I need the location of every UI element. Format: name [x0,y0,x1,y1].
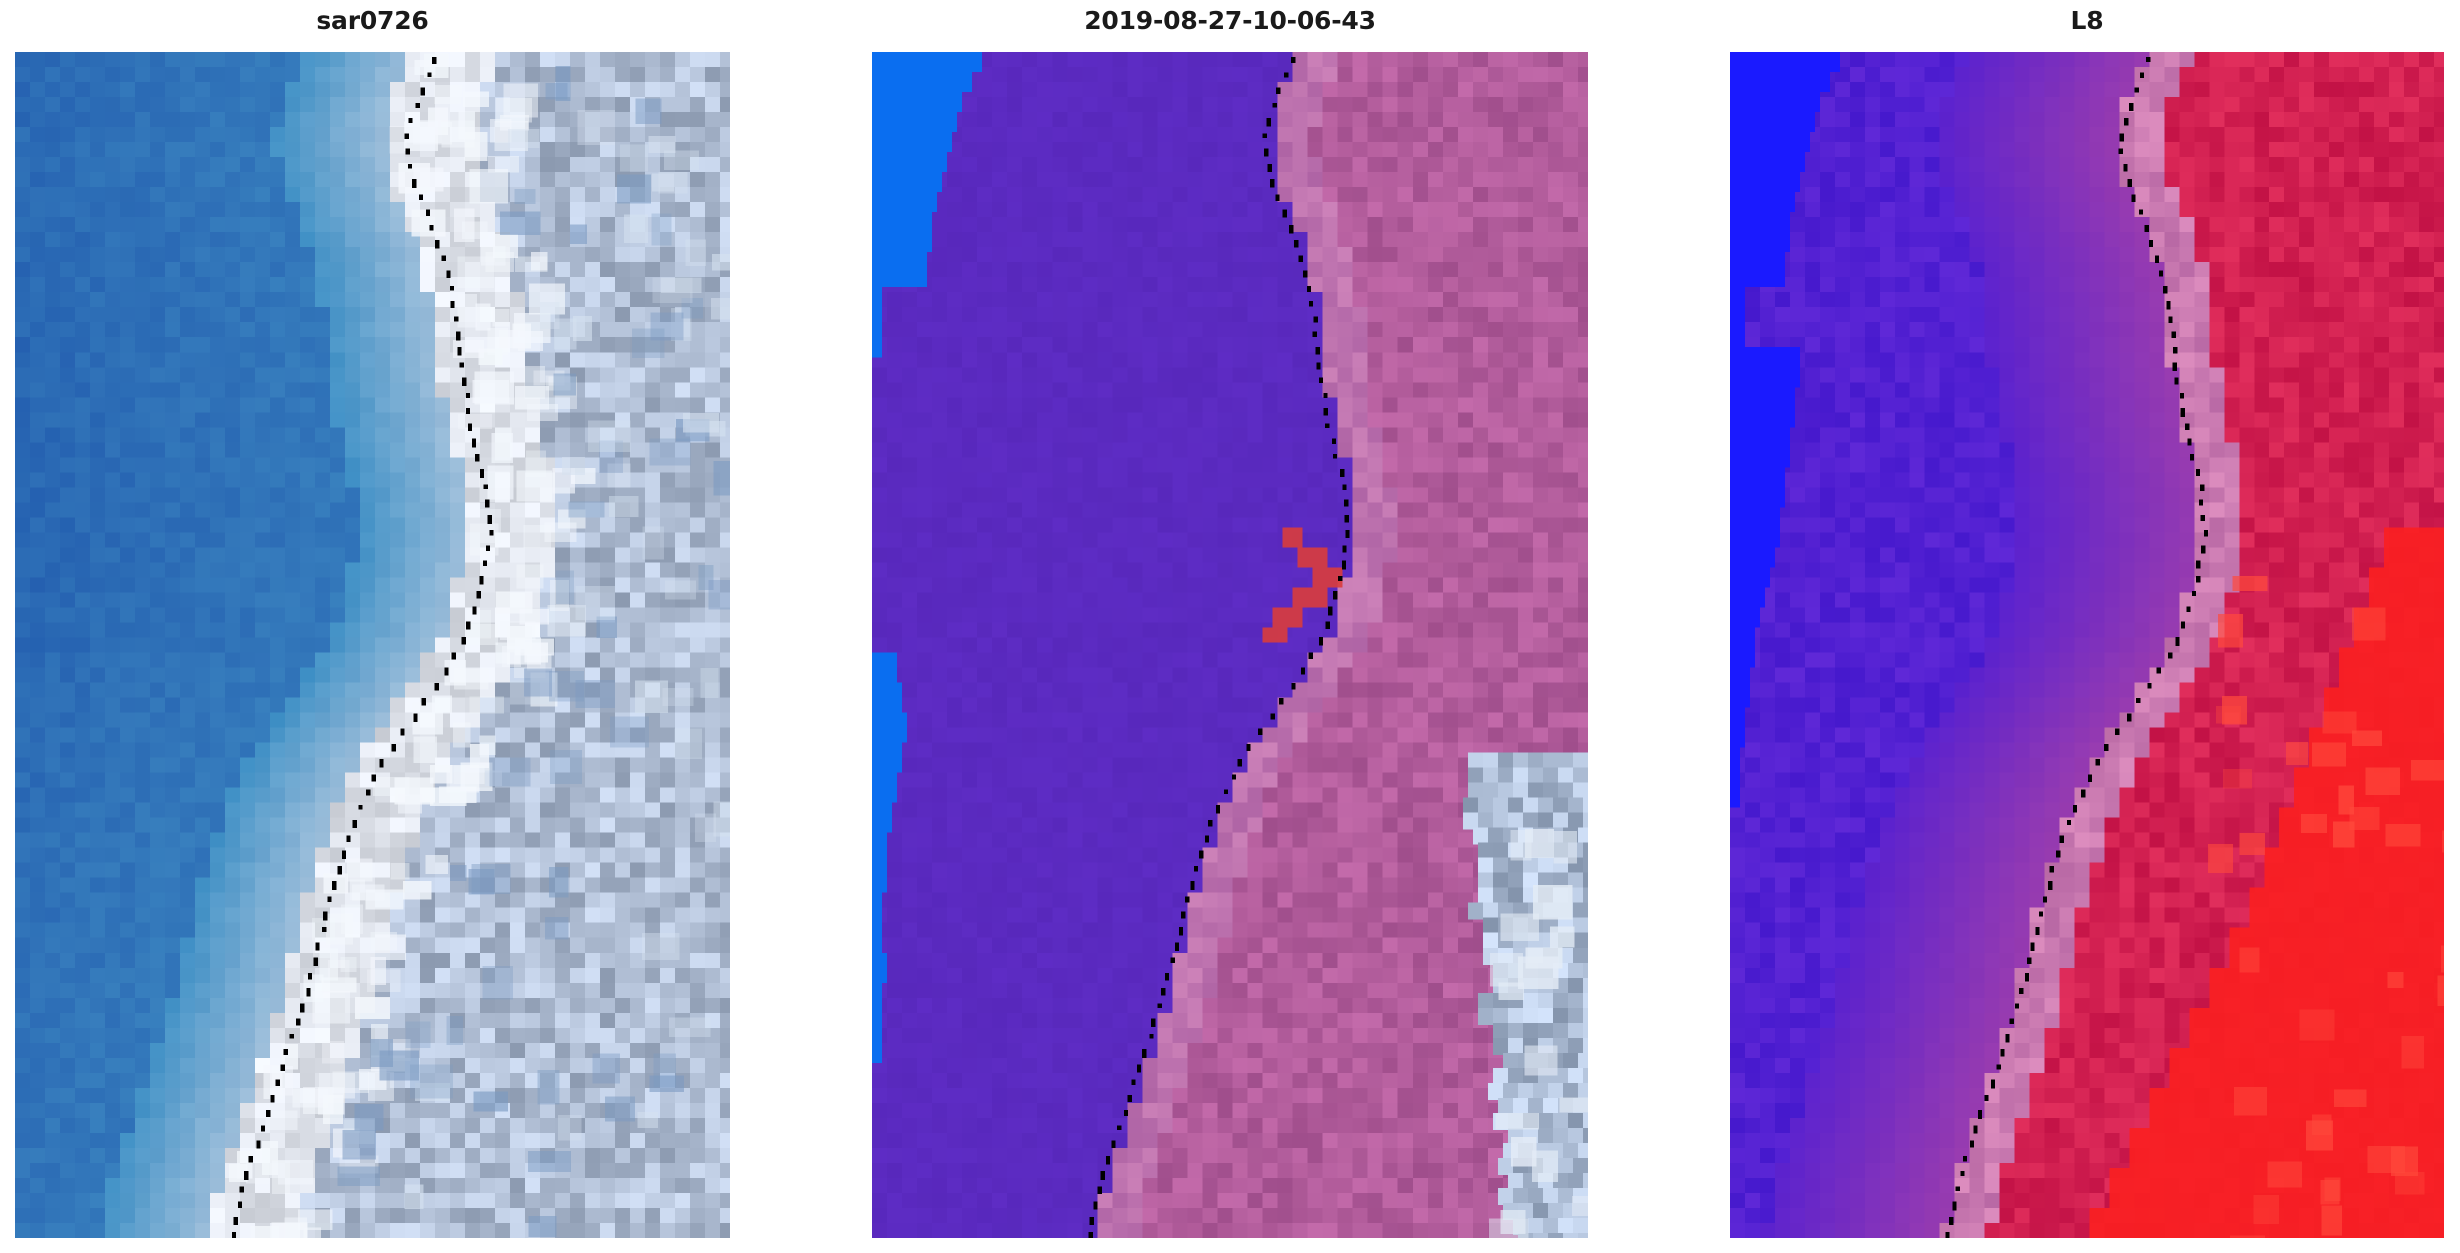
l8-raster [1730,52,2444,1238]
sar-raster [15,52,730,1238]
classified-raster [872,52,1588,1238]
panel-title-timestamp: 2019-08-27-10-06-43 [1084,6,1376,35]
panel-classified-image[interactable]: sand whitewater water shoreline referenc [872,52,1588,1238]
panel-title-l8: L8 [2070,6,2104,35]
panel-sar-image[interactable] [15,52,730,1238]
panel-title-sar: sar0726 [316,6,429,35]
panel-l8-image[interactable] [1730,52,2444,1238]
